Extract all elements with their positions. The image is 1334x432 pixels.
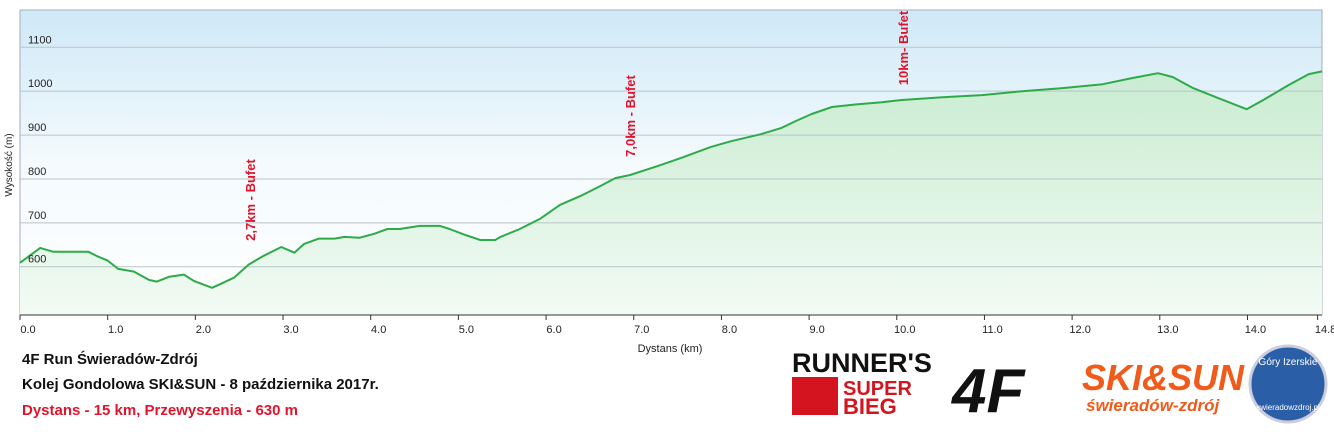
logo-bieg: BIEG: [843, 394, 897, 419]
elevation-area: [20, 71, 1322, 316]
logo-4f: 4F: [950, 357, 1026, 426]
x-tick-label: 3.0: [283, 324, 298, 336]
y-tick-label: 1000: [28, 78, 52, 90]
annotation: 7,0km - Bufet: [623, 75, 638, 157]
x-tick-label: 4.0: [371, 324, 386, 336]
x-tick-label: 6.0: [546, 324, 561, 336]
footer-title: 4F Run Świeradów-Zdrój: [22, 350, 198, 368]
annotation: 2,7km - Bufet: [243, 159, 258, 241]
x-tick-label: 14.8: [1315, 324, 1334, 336]
logo-gory: Góry Izerskie: [1259, 357, 1318, 368]
x-tick-label: 9.0: [809, 324, 824, 336]
x-tick-label: 8.0: [722, 324, 737, 336]
logo-site: swieradowzdroj.pl: [1256, 403, 1320, 412]
x-tick-label: 7.0: [634, 324, 649, 336]
y-tick-label: 900: [28, 122, 46, 134]
annotation: 10km- Bufet: [896, 10, 911, 85]
elevation-line: [19, 70, 1323, 289]
y-tick-label: 600: [28, 254, 46, 266]
x-tick-label: 1.0: [108, 324, 123, 336]
y-axis-label: Wysokość (m): [4, 133, 15, 196]
logo-runners-box: [792, 377, 838, 415]
logos: RUNNER'S SUPER BIEG 4F SKI&SUN świeradów…: [792, 344, 1328, 426]
logo-runners: RUNNER'S: [792, 348, 932, 378]
logo-swieradow: świeradów-zdrój: [1086, 396, 1220, 415]
x-tick-label: 10.0: [894, 324, 915, 336]
x-tick-label: 14.0: [1245, 324, 1266, 336]
x-tick-label: 11.0: [982, 324, 1003, 336]
y-tick-label: 700: [28, 210, 46, 222]
footer-stats: Dystans - 15 km, Przewyszenia - 630 m: [22, 402, 298, 419]
x-tick-label: 5.0: [459, 324, 474, 336]
y-tick-label: 1100: [28, 34, 52, 46]
x-tick-label: 13.0: [1157, 324, 1178, 336]
logo-skisun: SKI&SUN: [1082, 357, 1245, 398]
logo-badge: [1248, 344, 1328, 424]
x-tick-label: 12.0: [1069, 324, 1090, 336]
y-tick-label: 800: [28, 166, 46, 178]
x-tick-label: 0.0: [20, 324, 35, 336]
logo-super: SUPER: [843, 378, 912, 400]
x-axis-label: Dystans (km): [638, 343, 703, 355]
footer-subtitle: Kolej Gondolowa SKI&SUN - 8 października…: [22, 376, 379, 393]
x-tick-label: 2.0: [196, 324, 211, 336]
